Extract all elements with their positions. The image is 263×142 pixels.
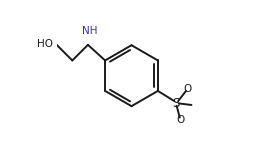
Text: NH: NH [82,26,97,36]
Text: HO: HO [37,39,53,49]
Text: O: O [184,84,192,94]
Text: O: O [176,115,185,125]
Text: S: S [172,97,180,110]
